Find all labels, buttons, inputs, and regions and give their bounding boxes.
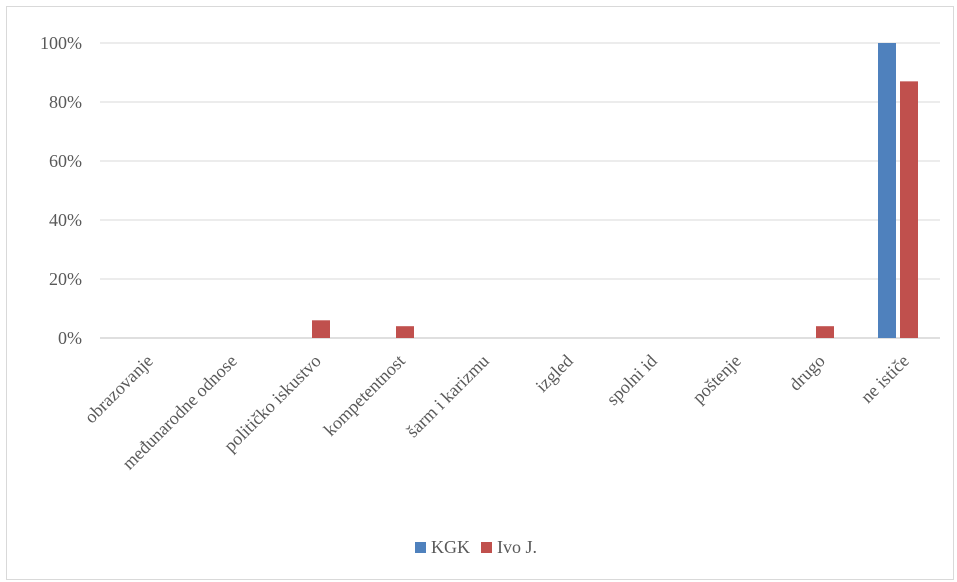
bar-kgk-9	[878, 43, 896, 338]
bar-ivo-j--2	[312, 320, 330, 338]
y-tick-label: 0%	[58, 328, 82, 348]
y-tick-label: 20%	[49, 269, 82, 289]
legend-label: KGK	[431, 537, 470, 557]
bar-ivo-j--3	[396, 326, 414, 338]
bar-ivo-j--9	[900, 81, 918, 338]
x-category-label: poštenje	[688, 351, 745, 408]
y-tick-label: 60%	[49, 151, 82, 171]
gridlines	[100, 42, 940, 339]
y-axis-ticks: 0% 20% 40% 60% 80% 100%	[40, 33, 82, 348]
y-tick-label: 100%	[40, 33, 82, 53]
y-tick-label: 40%	[49, 210, 82, 230]
legend-swatch	[481, 542, 492, 553]
y-tick-label: 80%	[49, 92, 82, 112]
bar-ivo-j--8	[816, 326, 834, 338]
x-category-label: obrazovanje	[80, 351, 156, 427]
x-category-label: drugo	[785, 351, 829, 395]
legend: KGK Ivo J.	[415, 537, 537, 557]
bars	[312, 43, 918, 338]
x-category-label: izgled	[532, 351, 577, 396]
x-category-label: spolni id	[602, 351, 660, 409]
x-category-label: kompetentnost	[320, 351, 409, 440]
x-category-label: šarm i karizmu	[402, 351, 492, 441]
x-category-label: ne ističe	[857, 351, 913, 407]
legend-swatch	[415, 542, 426, 553]
legend-label: Ivo J.	[497, 537, 537, 557]
